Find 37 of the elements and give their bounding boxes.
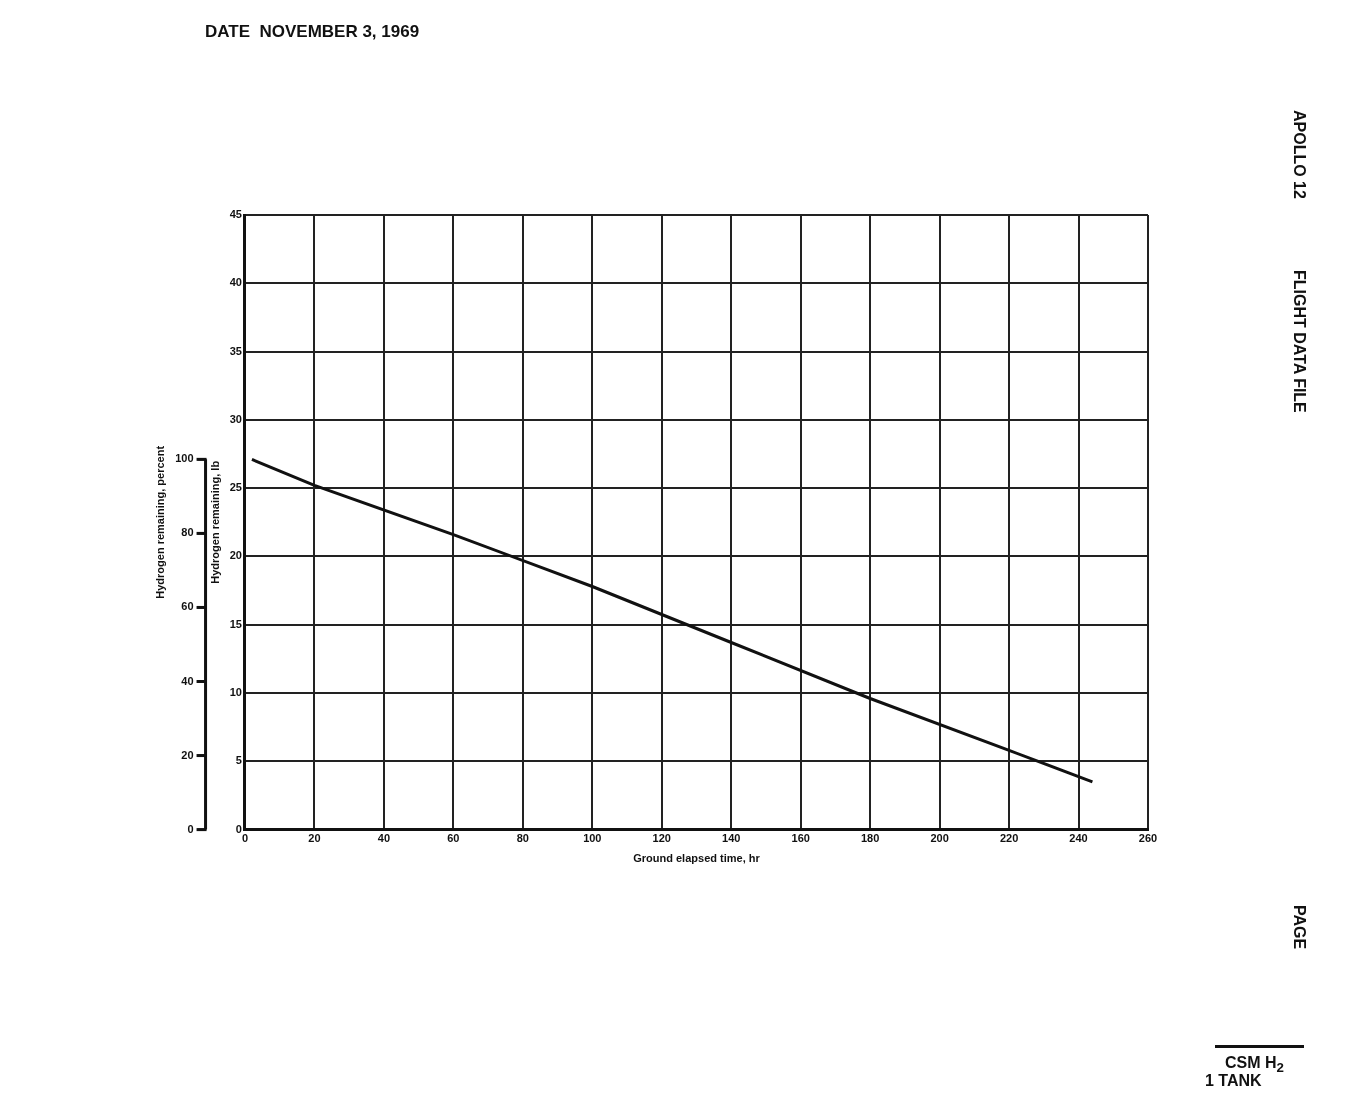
y-tick-label: 40 [229,276,242,289]
y-tick-label: 0 [235,822,242,835]
y-tick-label: 30 [229,412,242,425]
text: 1 TANK [1205,1072,1262,1090]
x-tick-label: 40 [377,832,391,845]
x-tick-label: 180 [860,832,880,845]
x-tick-label: 200 [930,832,949,845]
y2-tick-label: 60 [181,600,194,613]
x-tick-label: 240 [1069,832,1088,845]
text: FLIGHT DATA FILE [1290,270,1308,413]
y2-tick-label: 100 [175,452,194,465]
y2-tick-label: 0 [187,822,194,835]
x-tick-label: 260 [1138,832,1158,845]
text: PAGE [1290,905,1308,950]
x-tick-label: 100 [583,832,602,845]
x-tick-label: 80 [516,832,529,845]
x-tick-label: 20 [308,832,321,845]
y2-tick-label: 80 [181,526,194,539]
y-tick-label: 25 [229,481,242,494]
x-tick-label: 140 [722,832,741,845]
y-axis-title: Hydrogen remaining, lb [209,460,222,584]
y2-tick-label: 20 [181,748,194,761]
y-tick-label: 5 [235,754,242,767]
x-tick-label: 220 [999,832,1019,845]
x-tick-label: 60 [447,832,460,845]
y-tick-label: 35 [229,344,242,357]
y-tick-label: 15 [229,617,242,630]
x-axis-title: Ground elapsed time, hr [633,852,761,865]
x-tick-label: 120 [652,832,671,845]
y-tick-label: 20 [229,549,242,562]
text: DATE NOVEMBER 3, 1969 [205,22,420,42]
y2-axis-title: Hydrogen remaining, percent [153,445,166,599]
y-tick-label: 45 [229,208,242,221]
y2-tick-label: 40 [181,674,194,687]
x-tick-label: 160 [791,832,810,845]
text: APOLLO 12 [1290,110,1308,199]
y-tick-label: 10 [229,686,242,699]
